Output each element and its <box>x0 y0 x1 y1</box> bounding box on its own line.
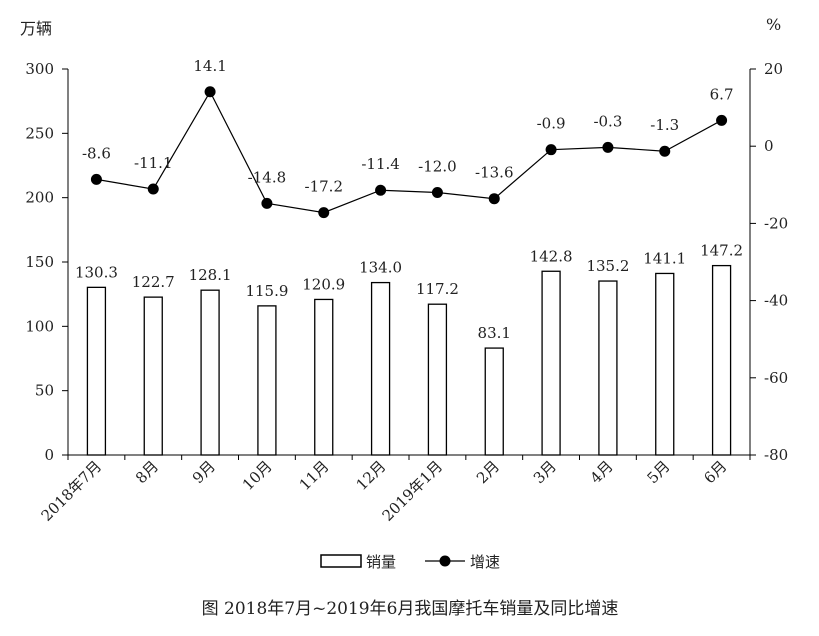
x-tick-label: 2018年7月 <box>38 457 106 525</box>
line-layer <box>90 86 728 219</box>
growth-value-label: -17.2 <box>305 178 343 196</box>
bar <box>143 296 163 456</box>
growth-point <box>659 145 671 157</box>
x-tick-label: 8月 <box>132 457 162 487</box>
left-tick-label: 250 <box>25 124 54 142</box>
growth-point <box>602 141 614 153</box>
bar <box>484 347 504 456</box>
right-tick-label: -80 <box>764 446 788 464</box>
left-tick-label: 100 <box>25 317 54 335</box>
x-tick-label: 2月 <box>473 457 503 487</box>
growth-value-label: -1.3 <box>650 116 679 134</box>
growth-value-label: -0.3 <box>593 112 622 130</box>
bar <box>314 298 334 456</box>
x-tick-label: 4月 <box>587 457 617 487</box>
bar-value-label: 134.0 <box>359 259 402 277</box>
bar-value-label: 83.1 <box>478 324 511 342</box>
growth-value-label: 14.1 <box>193 57 226 75</box>
left-axis-unit: 万辆 <box>20 19 52 38</box>
bar-value-label: 142.8 <box>530 247 573 265</box>
left-tick-label: 300 <box>25 60 54 78</box>
x-tick-label: 12月 <box>353 457 390 494</box>
growth-point <box>716 114 728 126</box>
x-tick-label: 10月 <box>239 457 276 494</box>
growth-point <box>261 197 273 209</box>
bar-value-label: 117.2 <box>416 280 459 298</box>
legend-line-label: 增速 <box>470 553 500 571</box>
bar <box>427 303 448 456</box>
growth-point <box>488 193 500 205</box>
growth-point <box>147 183 159 195</box>
x-tick-label: 6月 <box>700 457 730 487</box>
legend-bar-label: 销量 <box>366 553 396 571</box>
growth-value-label: -11.4 <box>361 155 399 173</box>
bar <box>655 272 675 456</box>
growth-point <box>318 207 330 219</box>
growth-point <box>545 144 557 156</box>
growth-value-label: -11.1 <box>134 154 172 172</box>
growth-value-label: 6.7 <box>710 85 734 103</box>
bar <box>711 264 732 456</box>
growth-value-label: -0.9 <box>537 115 566 133</box>
x-tick-label: 5月 <box>643 457 673 487</box>
x-tick-label: 9月 <box>189 457 219 487</box>
right-axis-unit: % <box>766 15 781 34</box>
bar-value-label: 141.1 <box>643 249 686 267</box>
bar <box>370 281 391 456</box>
bar-value-label: 147.2 <box>700 242 743 260</box>
legend: 销量 增速 <box>320 553 500 571</box>
bar <box>200 289 220 456</box>
growth-value-label: -8.6 <box>82 144 111 162</box>
x-tick-label: 3月 <box>530 457 560 487</box>
bar-value-label: 120.9 <box>302 275 345 293</box>
growth-point <box>375 184 387 196</box>
x-tick-label: 11月 <box>296 457 333 494</box>
x-tick-label: 2019年1月 <box>379 457 447 525</box>
growth-point <box>431 187 443 199</box>
growth-line <box>96 90 722 214</box>
left-tick-label: 50 <box>35 382 54 400</box>
growth-value-label: -13.6 <box>475 164 513 182</box>
bar <box>257 305 277 456</box>
right-tick-label: 0 <box>764 137 774 155</box>
bar <box>541 270 561 456</box>
legend-bar-swatch <box>320 554 362 568</box>
legend-line-marker <box>439 555 451 567</box>
bar <box>598 280 618 456</box>
left-tick-label: 0 <box>44 446 54 464</box>
growth-value-label: -14.8 <box>248 168 286 186</box>
bar-value-label: 115.9 <box>245 282 288 300</box>
right-tick-label: -60 <box>764 369 788 387</box>
right-tick-label: -40 <box>764 292 788 310</box>
bar-value-label: 130.3 <box>75 263 118 281</box>
bar-value-label: 128.1 <box>189 266 232 284</box>
bar <box>86 286 107 456</box>
left-tick-label: 200 <box>25 189 54 207</box>
bar-value-label: 122.7 <box>132 273 175 291</box>
growth-point <box>90 173 102 185</box>
bar-value-label: 135.2 <box>586 257 629 275</box>
left-tick-label: 150 <box>25 253 54 271</box>
figure-caption: 图 2018年7月~2019年6月我国摩托车销量及同比增速 <box>202 599 619 619</box>
growth-value-label: -12.0 <box>418 158 456 176</box>
growth-point <box>204 86 216 98</box>
right-tick-label: 20 <box>764 60 783 78</box>
labels-layer: 130.3 122.7 128.1 115.9 120.9 134.0 117.2 83.1 1… <box>75 57 743 342</box>
bars-layer <box>86 264 732 456</box>
right-tick-label: -20 <box>764 214 788 232</box>
